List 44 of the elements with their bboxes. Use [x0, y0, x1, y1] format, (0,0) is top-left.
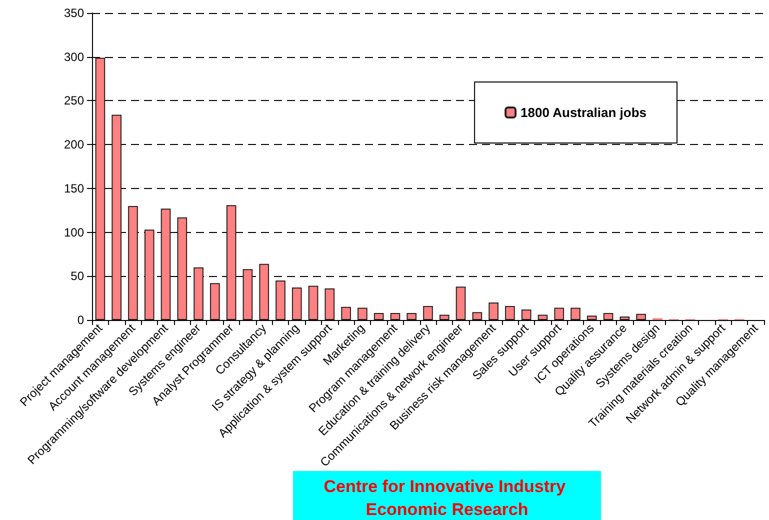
y-tick-label: 200	[64, 138, 84, 152]
bar	[242, 269, 253, 320]
bar	[554, 308, 564, 320]
y-tick-label: 50	[70, 269, 84, 284]
legend-label: 1800 Australian jobs	[520, 105, 647, 120]
bar	[521, 309, 532, 320]
bar	[374, 312, 384, 320]
bar	[128, 206, 138, 320]
text: Centre for Innovative Industry Economic Research	[324, 477, 570, 519]
bar	[472, 312, 482, 320]
bar	[538, 314, 548, 320]
y-tick-label: 0	[77, 313, 84, 327]
bar	[570, 308, 580, 320]
bar	[586, 316, 597, 320]
bar	[636, 314, 646, 320]
bar	[358, 308, 368, 320]
bar	[324, 288, 335, 320]
bar	[390, 312, 400, 320]
bar	[620, 316, 630, 320]
y-tick-label: 250	[64, 94, 84, 108]
bar	[488, 302, 498, 320]
bar	[456, 286, 466, 320]
bar	[439, 314, 450, 320]
bar	[423, 306, 433, 320]
bar	[505, 306, 515, 320]
bar	[276, 280, 286, 320]
bar	[112, 114, 122, 320]
y-tick-label: 350	[64, 6, 84, 20]
bar	[406, 312, 417, 320]
bar	[259, 264, 270, 320]
bar	[226, 205, 236, 320]
bar	[177, 217, 188, 320]
bar	[308, 286, 318, 320]
bar	[160, 208, 171, 320]
bar	[144, 230, 154, 320]
bar	[292, 288, 302, 320]
bar	[95, 58, 106, 320]
y-tick-label: 300	[64, 50, 84, 64]
bar	[210, 283, 220, 320]
y-tick-label: 150	[64, 181, 84, 196]
y-tick-label: 100	[64, 225, 84, 240]
bar	[341, 306, 351, 320]
bar	[194, 267, 204, 320]
bar	[603, 312, 614, 320]
